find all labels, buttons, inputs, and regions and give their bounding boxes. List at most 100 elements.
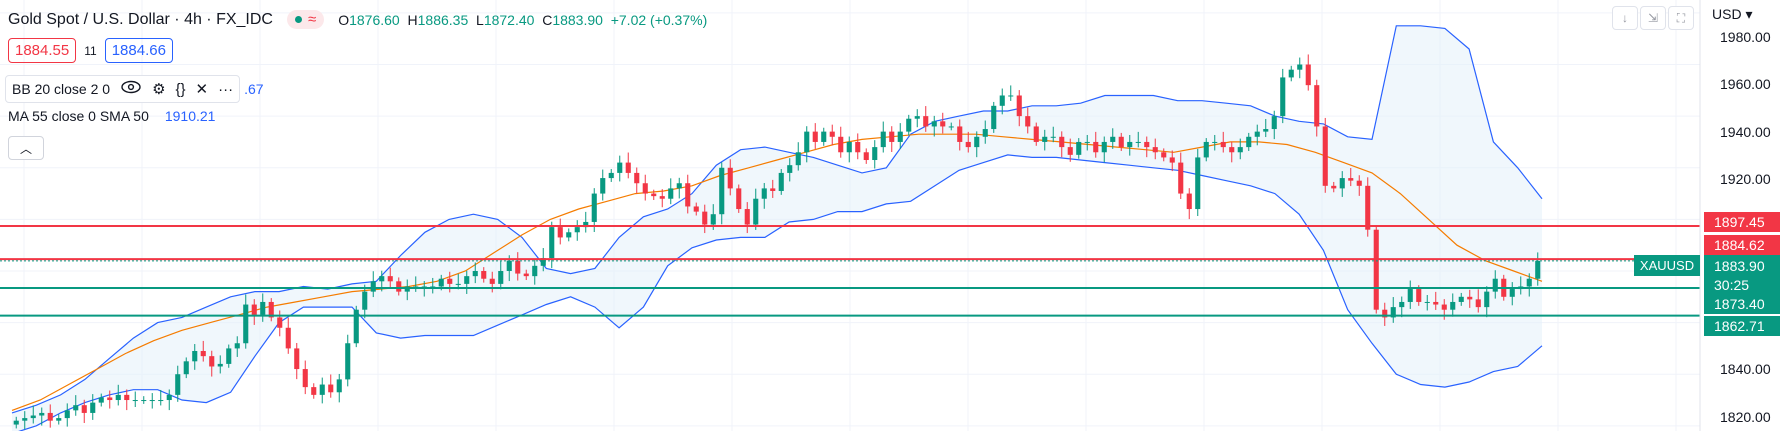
candle xyxy=(1314,79,1320,137)
candle-body xyxy=(787,165,793,173)
candle xyxy=(523,269,529,281)
sell-button[interactable]: 1884.55 xyxy=(8,38,77,63)
candle xyxy=(387,267,393,289)
candle-body xyxy=(1127,141,1133,148)
candle xyxy=(430,277,436,294)
level-tag-red-lower[interactable]: 1884.62 xyxy=(1704,235,1780,255)
candle-body xyxy=(982,129,988,137)
candle xyxy=(1492,270,1498,299)
candle xyxy=(498,260,504,290)
candle-body xyxy=(906,118,912,132)
candle-body xyxy=(200,350,206,357)
candle xyxy=(574,220,580,241)
candle-body xyxy=(1458,296,1464,302)
candle-body xyxy=(829,131,835,137)
candle xyxy=(1322,117,1328,193)
candle-body xyxy=(353,309,359,344)
candle-body xyxy=(192,350,198,362)
candle-body xyxy=(183,361,189,375)
candle-body xyxy=(1050,136,1056,138)
candle xyxy=(549,221,555,269)
indicator-toolbar[interactable]: BB 20 close 2 0 ⚙ {} ✕ ··· xyxy=(5,75,241,103)
bollinger-value: .67 xyxy=(244,81,264,97)
candle xyxy=(532,258,538,285)
symbol-title[interactable]: Gold Spot / U.S. Dollar · 4h · FX_IDC xyxy=(8,10,273,28)
candle-body xyxy=(1220,141,1226,148)
candle xyxy=(107,390,113,409)
candle-body xyxy=(1237,147,1243,153)
candle xyxy=(668,178,674,205)
close-icon[interactable]: ✕ xyxy=(195,81,209,98)
collapse-legend-button[interactable]: ︿ xyxy=(8,136,44,160)
candle xyxy=(1144,136,1150,158)
price-axis-label: 1820.00 xyxy=(1720,409,1771,425)
candle xyxy=(1263,118,1269,138)
candle xyxy=(1118,132,1124,151)
candle-body xyxy=(965,141,971,148)
candle-body xyxy=(795,152,801,166)
candle xyxy=(1195,148,1201,217)
candle-body xyxy=(1535,260,1541,279)
candle xyxy=(914,109,920,128)
candle xyxy=(39,407,45,426)
candle-body xyxy=(574,227,580,233)
candle-body xyxy=(1067,147,1073,155)
fullscreen-button[interactable]: ⛶ xyxy=(1668,6,1694,30)
close-value: 1883.90 xyxy=(552,11,603,28)
candle xyxy=(608,169,614,182)
candle-body xyxy=(1042,136,1048,142)
candle xyxy=(1059,131,1065,158)
candle-body xyxy=(404,286,410,292)
candle-body xyxy=(209,356,215,367)
scroll-down-button[interactable]: ↓ xyxy=(1612,6,1638,30)
candle xyxy=(455,273,461,290)
candle xyxy=(744,202,750,234)
level-tag-green-lower[interactable]: 1862.71 xyxy=(1704,316,1780,336)
candle xyxy=(1305,54,1311,91)
bollinger-label[interactable]: BB 20 close 2 0 xyxy=(12,81,111,97)
candle xyxy=(1135,131,1141,148)
candle-body xyxy=(455,283,461,285)
candle-body xyxy=(540,258,546,266)
auto-scale-button[interactable]: ⇲ xyxy=(1640,6,1666,30)
candle xyxy=(98,393,104,407)
candle-body xyxy=(30,415,36,419)
candle xyxy=(124,389,130,411)
candle xyxy=(209,350,215,377)
candle-body xyxy=(846,141,852,153)
buy-button[interactable]: 1884.66 xyxy=(104,38,173,63)
candle-body xyxy=(889,131,895,142)
candle-body xyxy=(421,286,427,288)
source-code-icon[interactable]: {} xyxy=(175,80,186,98)
ma-label[interactable]: MA 55 close 0 SMA 50 xyxy=(8,108,149,124)
currency-selector[interactable]: USD ▾ xyxy=(1712,6,1753,22)
candle-body xyxy=(1118,136,1124,148)
candle-body xyxy=(1526,278,1532,287)
bollinger-upper-line xyxy=(11,25,1543,414)
candle xyxy=(676,177,682,199)
candle-body xyxy=(812,131,818,142)
candle-body xyxy=(90,402,96,413)
level-tag-green-upper[interactable]: 1873.40 xyxy=(1704,294,1780,314)
candle xyxy=(1407,280,1413,309)
candle-body xyxy=(396,281,402,292)
level-tag-red-upper[interactable]: 1897.45 xyxy=(1704,212,1780,232)
market-status-pill[interactable]: ≈ xyxy=(286,10,325,29)
gear-icon[interactable]: ⚙ xyxy=(152,81,166,98)
eye-icon[interactable] xyxy=(120,80,142,98)
candle xyxy=(294,342,300,380)
candle xyxy=(889,126,895,153)
candlestick-series xyxy=(13,54,1541,430)
candle xyxy=(787,158,793,182)
collapse-icon: ⇲ xyxy=(1647,11,1659,25)
candle xyxy=(761,182,767,209)
candle-body xyxy=(761,188,767,199)
candle-body xyxy=(880,131,886,148)
more-icon[interactable]: ··· xyxy=(218,80,234,98)
candle-body xyxy=(1178,162,1184,194)
price-axis-label: 1840.00 xyxy=(1720,361,1771,377)
candle xyxy=(234,336,240,357)
candle-body xyxy=(56,418,62,421)
candle xyxy=(336,373,342,403)
